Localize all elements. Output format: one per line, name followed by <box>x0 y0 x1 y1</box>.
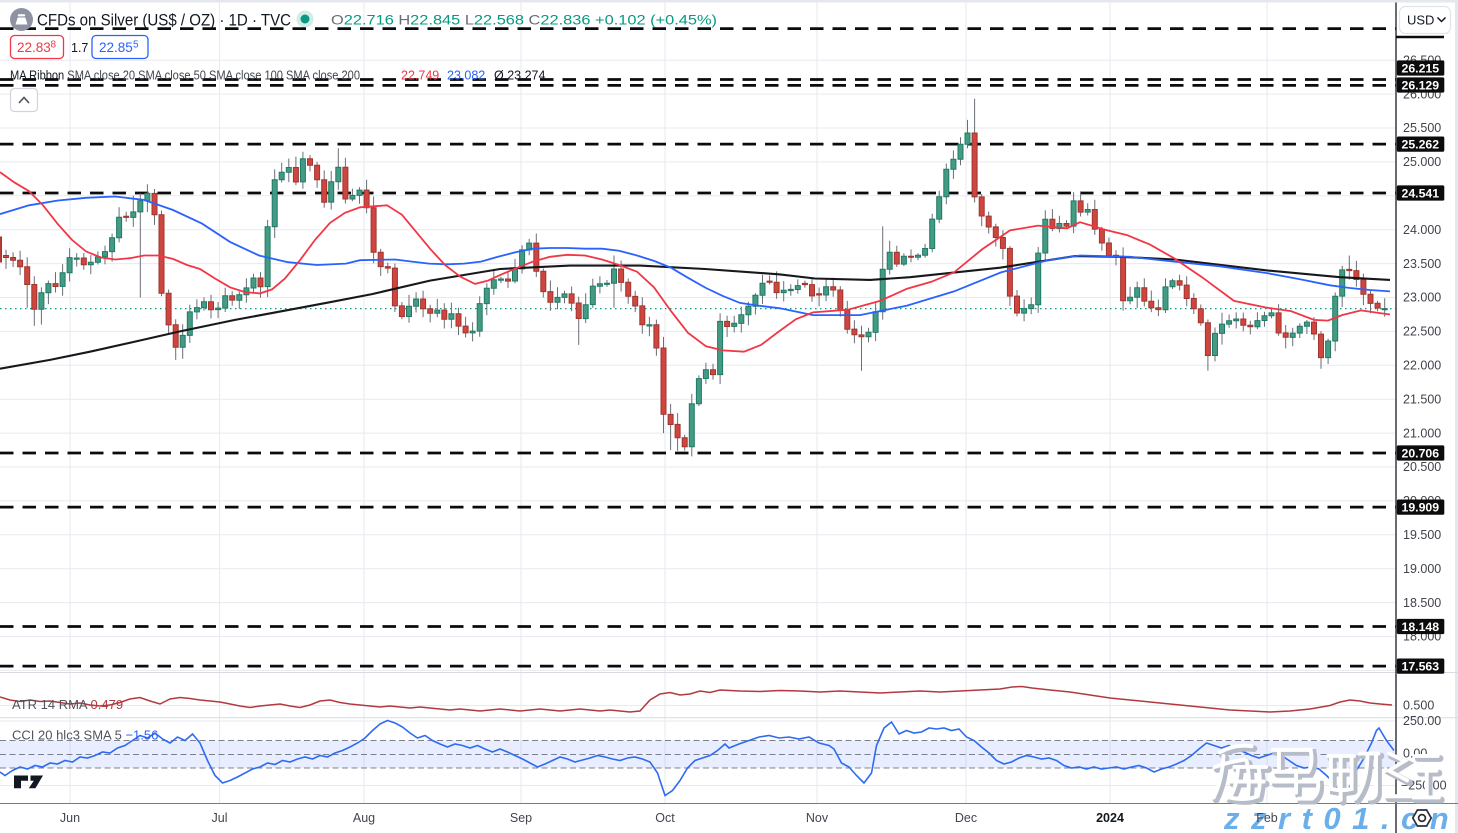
svg-text:CFDs on Silver (US$ / OZ) · 1D: CFDs on Silver (US$ / OZ) · 1D · TVC <box>37 11 291 30</box>
svg-text:zzrt01.cn: zzrt01.cn <box>1223 801 1458 833</box>
svg-text:MA Ribbon SMA close 20 SMA clo: MA Ribbon SMA close 20 SMA close 50 SMA … <box>10 69 360 83</box>
svg-text:18.148: 18.148 <box>1402 620 1440 634</box>
svg-text:CCI 20 hlc3 SMA 5 −1.56: CCI 20 hlc3 SMA 5 −1.56 <box>12 728 158 743</box>
svg-text:17.563: 17.563 <box>1402 660 1440 674</box>
svg-text:21.000: 21.000 <box>1403 426 1441 440</box>
svg-text:23.500: 23.500 <box>1403 257 1441 271</box>
svg-text:Ø 23.274: Ø 23.274 <box>494 69 545 83</box>
svg-text:21.500: 21.500 <box>1403 392 1441 406</box>
svg-text:2024: 2024 <box>1096 811 1124 825</box>
svg-text:19.000: 19.000 <box>1403 562 1441 576</box>
svg-text:19.500: 19.500 <box>1403 528 1441 542</box>
svg-text:8: 8 <box>51 40 57 51</box>
svg-text:25.000: 25.000 <box>1403 155 1441 169</box>
svg-text:5: 5 <box>133 40 139 51</box>
svg-text:26.129: 26.129 <box>1402 78 1440 92</box>
svg-text:22.83: 22.83 <box>17 40 51 55</box>
svg-text:Jul: Jul <box>212 811 228 825</box>
svg-text:Sep: Sep <box>510 811 532 825</box>
svg-text:Nov: Nov <box>806 811 829 825</box>
svg-text:25.500: 25.500 <box>1403 121 1441 135</box>
svg-text:O22.716 H22.845 L22.568 C22.83: O 22.716 H 22.845 L22.568 C 22.836 +0.102 (… <box>331 12 717 28</box>
svg-text:20.500: 20.500 <box>1403 460 1441 474</box>
svg-text:22.500: 22.500 <box>1403 325 1441 339</box>
svg-text:Feb: Feb <box>1256 811 1278 825</box>
svg-text:ATR 14 RMA 0.479: ATR 14 RMA 0.479 <box>12 697 123 712</box>
svg-text:22.000: 22.000 <box>1403 359 1441 373</box>
svg-text:23.000: 23.000 <box>1403 291 1441 305</box>
svg-text:24.541: 24.541 <box>1402 186 1440 200</box>
svg-text:26.215: 26.215 <box>1402 61 1440 75</box>
svg-text:Aug: Aug <box>353 811 375 825</box>
svg-text:Jun: Jun <box>60 811 80 825</box>
svg-text:1.7: 1.7 <box>71 41 88 55</box>
svg-text:USD: USD <box>1407 13 1434 28</box>
svg-text:18.500: 18.500 <box>1403 596 1441 610</box>
svg-text:20.706: 20.706 <box>1402 446 1440 460</box>
svg-text:24.000: 24.000 <box>1403 223 1441 237</box>
svg-text:Oct: Oct <box>655 811 675 825</box>
svg-text:22.85: 22.85 <box>99 40 133 55</box>
svg-text:250.00: 250.00 <box>1403 714 1441 728</box>
svg-text:19.909: 19.909 <box>1402 501 1440 515</box>
svg-text:22.749: 22.749 <box>401 69 439 83</box>
svg-text:0.500: 0.500 <box>1403 699 1434 713</box>
svg-text:Dec: Dec <box>955 811 977 825</box>
svg-text:23.082: 23.082 <box>447 69 485 83</box>
svg-text:25.262: 25.262 <box>1402 138 1440 152</box>
